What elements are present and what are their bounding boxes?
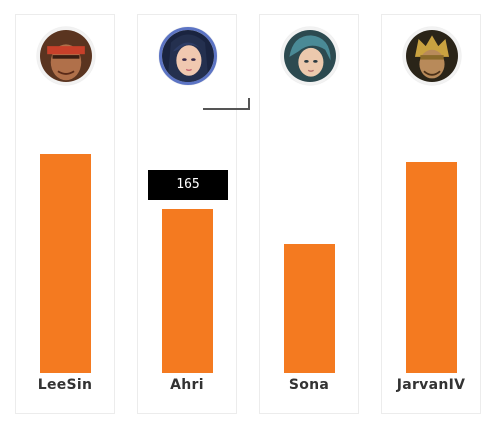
champion-card-sona[interactable]: Sona — [259, 14, 359, 414]
ahri-portrait-icon[interactable] — [159, 27, 217, 85]
value-tooltip: 165 — [148, 170, 228, 200]
category-label: JarvanIV — [396, 377, 466, 393]
champion-card-leesin[interactable]: LeeSin — [15, 14, 115, 414]
leesin-portrait-icon[interactable] — [37, 27, 95, 85]
bar-leesin[interactable] — [40, 154, 91, 373]
bar-jarvaniv[interactable] — [406, 162, 457, 373]
jarvaniv-portrait-icon[interactable] — [403, 27, 461, 85]
category-label: Sona — [288, 377, 330, 393]
category-label: LeeSin — [37, 377, 93, 393]
category-label: Ahri — [170, 377, 204, 393]
sona-portrait-icon[interactable] — [281, 27, 339, 85]
bar-sona[interactable] — [284, 244, 335, 373]
bar-ahri[interactable] — [162, 209, 213, 373]
champion-card-jarvaniv[interactable]: JarvanIV — [381, 14, 481, 414]
tooltip-pointer — [203, 98, 250, 110]
champion-card-ahri[interactable]: Ahri — [137, 14, 237, 414]
